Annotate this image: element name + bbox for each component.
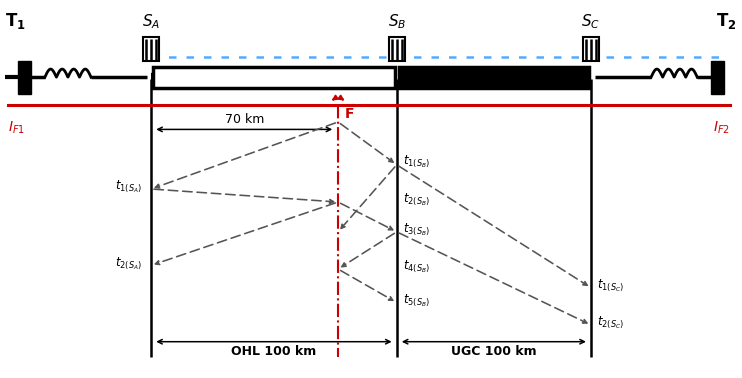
Text: $I_{F1}$: $I_{F1}$ xyxy=(8,120,25,136)
Text: $\mathbf{T_2}$: $\mathbf{T_2}$ xyxy=(716,11,737,31)
Text: $t_{2(S_C)}$: $t_{2(S_C)}$ xyxy=(597,315,624,332)
Text: $t_{1(S_A)}$: $t_{1(S_A)}$ xyxy=(115,179,142,195)
Text: OHL 100 km: OHL 100 km xyxy=(232,345,317,358)
Text: $t_{1(S_C)}$: $t_{1(S_C)}$ xyxy=(597,277,624,294)
Text: $t_{1(S_B)}$: $t_{1(S_B)}$ xyxy=(403,153,430,170)
Text: $t_{4(S_B)}$: $t_{4(S_B)}$ xyxy=(403,259,430,276)
Text: UGC 100 km: UGC 100 km xyxy=(451,345,536,358)
Text: $S_C$: $S_C$ xyxy=(582,12,600,31)
Text: $I_{F2}$: $I_{F2}$ xyxy=(713,120,730,136)
Text: $S_A$: $S_A$ xyxy=(142,12,160,31)
Bar xyxy=(154,67,395,88)
Text: 70 km: 70 km xyxy=(225,113,264,125)
Text: $t_{5(S_B)}$: $t_{5(S_B)}$ xyxy=(403,293,430,309)
Bar xyxy=(389,37,405,62)
Text: $\mathbf{F}$: $\mathbf{F}$ xyxy=(344,107,354,121)
Bar xyxy=(399,67,589,88)
Text: $t_{2(S_A)}$: $t_{2(S_A)}$ xyxy=(115,255,142,272)
Text: $t_{3(S_B)}$: $t_{3(S_B)}$ xyxy=(403,222,430,238)
Bar xyxy=(18,60,31,94)
Text: $\mathbf{T_1}$: $\mathbf{T_1}$ xyxy=(5,11,26,31)
Bar xyxy=(143,37,160,62)
Text: $S_B$: $S_B$ xyxy=(387,12,406,31)
Bar xyxy=(711,60,724,94)
Bar xyxy=(583,37,599,62)
Text: $t_{2(S_B)}$: $t_{2(S_B)}$ xyxy=(403,192,430,208)
